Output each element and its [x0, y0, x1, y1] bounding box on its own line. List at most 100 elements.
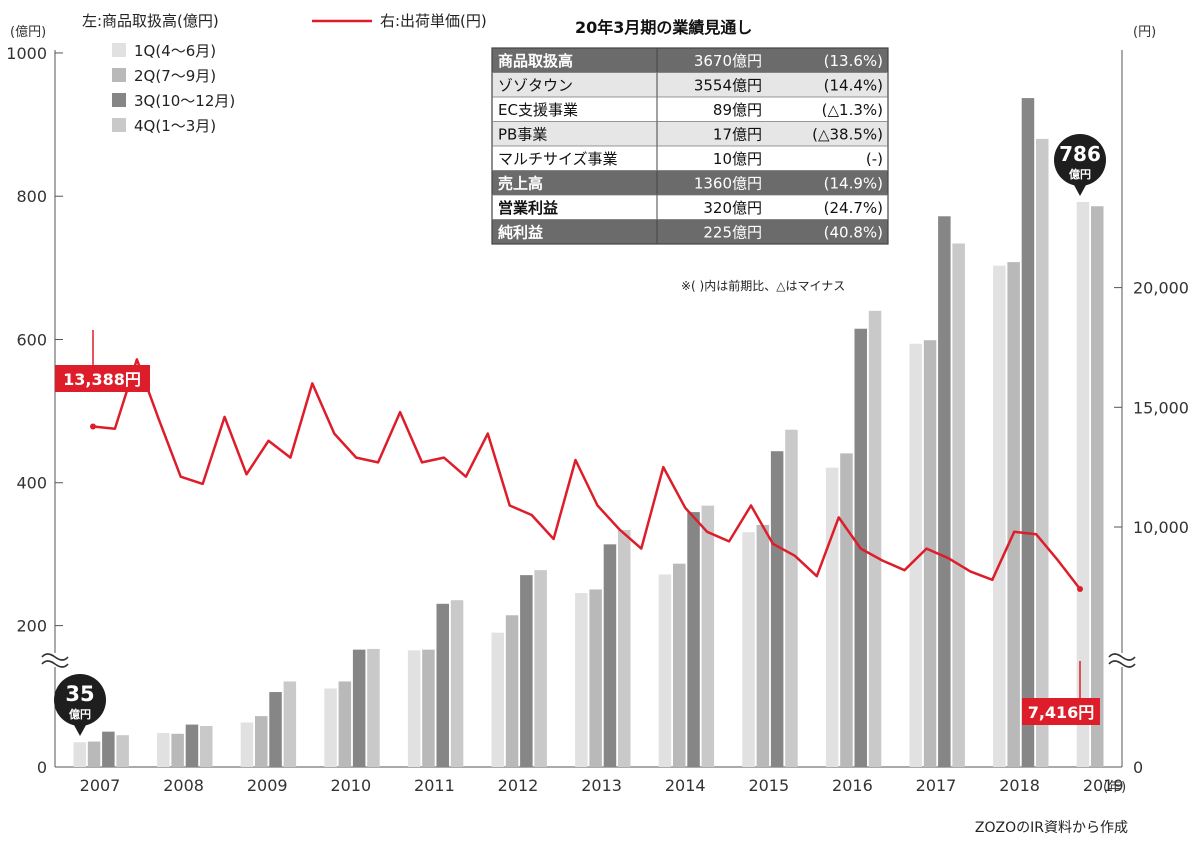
forecast-row-bg	[492, 219, 888, 244]
bar-2019-q2	[1091, 206, 1104, 768]
bar-2010-q3	[352, 649, 366, 767]
axis-break-marks	[41, 653, 1136, 668]
forecast-row-label: ゾゾタウン	[498, 77, 573, 95]
left-tick-label: 1000	[6, 44, 47, 63]
bar-2010-q1	[324, 688, 337, 767]
start-bubble-unit: 億円	[69, 707, 91, 721]
axis-break-mark	[41, 653, 69, 668]
bar-2011-q1	[407, 650, 421, 767]
bar-2014-q2	[673, 563, 686, 767]
right-axis-ticks: 20,000 15,000 10,000 0	[1114, 279, 1189, 777]
bar-2016-q1	[825, 467, 839, 767]
forecast-row-bg	[492, 170, 888, 195]
end-bubble-circle	[1054, 134, 1106, 186]
axis-break-gap	[1108, 653, 1136, 667]
price-callout-end-box	[1022, 698, 1100, 725]
bar-2010-q2	[338, 681, 352, 767]
price-callout-start-label: 13,388円	[63, 370, 141, 389]
forecast-row-change: (14.9%)	[824, 175, 883, 193]
forecast-row-bg	[492, 72, 888, 97]
start-bubble-value: 35	[65, 682, 94, 706]
bar-2015-q4	[785, 429, 798, 767]
forecast-row-change: (△38.5%)	[812, 126, 883, 144]
forecast-row-value: 3670億円	[694, 52, 762, 70]
forecast-rows: 商品取扱高 3670億円 (13.6%) ゾゾタウン 3554億円 (14.4%) EC支援…	[491, 47, 889, 245]
legend-q3: 3Q(10～12月)	[134, 92, 235, 110]
bar-2011-q4	[450, 600, 464, 767]
forecast-row-change: (40.8%)	[824, 224, 883, 242]
x-axis-labels: 2007 2008 2009 2010 2011 2012 2013 2014 2015 2016…	[80, 776, 1124, 795]
forecast-row: ゾゾタウン 3554億円 (14.4%)	[492, 72, 888, 97]
x-tick-label: 2011	[414, 776, 455, 795]
forecast-row-value: 225億円	[703, 224, 762, 242]
forecast-row: EC支援事業 89億円 (△1.3%)	[492, 97, 888, 122]
x-axis-unit: (年)	[1103, 780, 1126, 795]
unit-price-start-dot	[90, 423, 96, 430]
end-bubble-pointer	[1074, 185, 1086, 196]
bar-2018-q1	[993, 265, 1006, 767]
forecast-row-change: (14.4%)	[824, 77, 883, 95]
price-callout-end-label: 7,416円	[1028, 703, 1095, 722]
forecast-row: PB事業 17億円 (△38.5%)	[492, 121, 888, 146]
forecast-row-bg	[492, 97, 888, 122]
bar-2009-q2	[255, 716, 268, 767]
x-tick-label: 2013	[581, 776, 622, 795]
bar-2008-q2	[171, 733, 184, 767]
legend-swatch-q2	[112, 68, 126, 82]
end-bubble-value: 786	[1059, 142, 1101, 166]
x-tick-label: 2008	[163, 776, 204, 795]
bar-2007-q4	[116, 735, 129, 767]
forecast-row-change: (24.7%)	[824, 199, 883, 217]
x-tick-label: 2012	[498, 776, 539, 795]
bar-2012-q1	[491, 632, 504, 767]
axis-break-mark	[1108, 653, 1136, 668]
forecast-row-value: 3554億円	[694, 77, 762, 95]
right-tick-label: 20,000	[1133, 279, 1189, 298]
bar-2017-q2	[923, 340, 937, 767]
x-tick-label: 2019	[1083, 776, 1124, 795]
legend-q2: 2Q(7～9月)	[134, 67, 216, 85]
left-axis-ticks: 1000 800 600 400 200 0	[6, 44, 63, 777]
bar-2014-q1	[658, 574, 672, 767]
forecast-row-bg	[492, 195, 888, 220]
bar-2018-q3	[1021, 98, 1035, 767]
bar-2009-q4	[283, 681, 297, 767]
legend-q1: 1Q(4～6月)	[134, 42, 216, 60]
forecast-row-value: 10億円	[713, 150, 762, 168]
bar-2012-q3	[520, 575, 533, 767]
left-tick-label: 400	[16, 474, 47, 493]
forecast-row: 純利益 225億円 (40.8%)	[492, 219, 888, 244]
bar-2014-q4	[701, 505, 715, 767]
forecast-row-label: 営業利益	[498, 199, 558, 217]
left-tick-label: 0	[37, 758, 47, 777]
bar-2010-q4	[367, 648, 380, 767]
x-tick-label: 2018	[999, 776, 1040, 795]
forecast-row-bg	[492, 121, 888, 146]
right-tick-label: 15,000	[1133, 398, 1189, 417]
unit-price-end-dot	[1077, 586, 1083, 593]
forecast-row-bg	[492, 146, 888, 171]
source-note: ZOZOのIR資料から作成	[975, 820, 1128, 836]
axes: (億円) (円) (年)	[10, 24, 1156, 795]
start-value-bubble: 35 億円	[54, 674, 106, 736]
price-callout-start-box	[55, 365, 150, 392]
bar-2012-q2	[505, 615, 519, 767]
bar-2009-q3	[269, 692, 282, 767]
legend-bar-title: 左:商品取扱高(億円)	[82, 12, 219, 30]
bar-2008-q1	[157, 733, 170, 767]
x-tick-label: 2014	[665, 776, 706, 795]
x-tick-label: 2009	[247, 776, 288, 795]
bar-2018-q4	[1036, 138, 1049, 767]
x-tick-label: 2007	[80, 776, 121, 795]
forecast-row-change: (-)	[866, 150, 883, 168]
right-axis-unit: (円)	[1133, 25, 1156, 40]
bar-2016-q4	[868, 310, 882, 767]
bar-2013-q4	[618, 530, 631, 767]
forecast-footnote: ※( )内は前期比、△はマイナス	[681, 278, 845, 293]
start-bubble-circle	[54, 674, 106, 726]
bar-2013-q3	[603, 544, 617, 767]
bar-2008-q3	[185, 724, 199, 767]
unit-price-line	[92, 358, 1081, 590]
legend-swatch-q4	[112, 118, 126, 132]
bar-2015-q1	[742, 532, 755, 767]
